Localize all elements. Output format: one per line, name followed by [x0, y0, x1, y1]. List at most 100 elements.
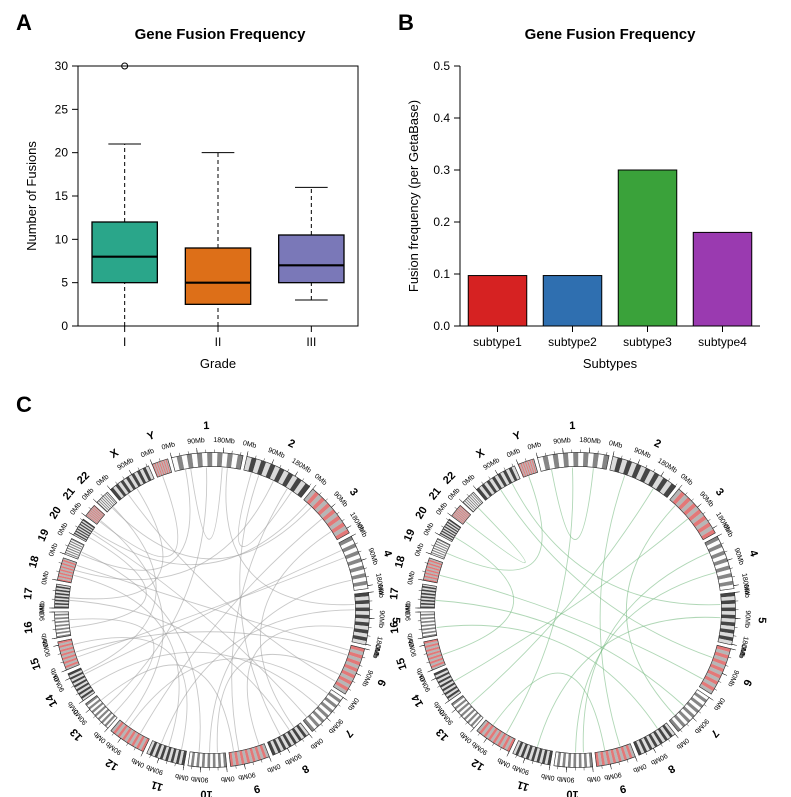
mb-minor-tick	[272, 462, 273, 465]
chrom-label: Y	[146, 429, 158, 443]
mb-tick-label: 0Mb	[95, 473, 110, 487]
mb-minor-tick	[123, 477, 125, 479]
chrom-label: 1	[203, 420, 209, 432]
mb-minor-tick	[99, 722, 101, 724]
chrom-label: 4	[746, 549, 760, 559]
mb-minor-tick	[668, 478, 670, 480]
mb-tick-label: 0Mb	[447, 487, 461, 502]
mb-tick-label: 90Mb	[267, 447, 286, 460]
y-axis-label: Number of Fusions	[24, 141, 39, 251]
chrom-label: 8	[666, 762, 677, 775]
mb-minor-tick	[333, 711, 335, 713]
mb-minor-tick	[295, 474, 297, 477]
mb-minor-tick	[692, 499, 694, 501]
fusion-link	[443, 538, 514, 655]
circos-plot: 10Mb90Mb180Mb20Mb90Mb180Mb30Mb90Mb180Mb4…	[22, 420, 402, 797]
panel-c-label: C	[16, 392, 32, 418]
mb-tick-label: 90Mb	[327, 717, 344, 735]
mb-minor-tick	[351, 535, 354, 536]
xtick-label: III	[306, 335, 316, 349]
mb-minor-tick	[280, 465, 281, 468]
fusion-link	[128, 495, 335, 682]
chrom-label: Y	[512, 429, 524, 443]
ytick-label: 30	[55, 59, 69, 73]
box-body	[185, 248, 250, 304]
chrom-label: 12	[470, 756, 487, 773]
mb-tick-label: 90Mb	[332, 491, 349, 509]
mb-minor-tick	[532, 761, 533, 764]
mb-tick-label: 0Mb	[407, 633, 416, 648]
mb-tick-label: 90Mb	[187, 437, 205, 446]
fusion-link	[71, 538, 147, 628]
ytick-label: 0.4	[433, 111, 450, 125]
mb-tick-label: 90Mb	[633, 447, 652, 460]
mb-minor-tick	[517, 462, 518, 465]
mb-minor-tick	[693, 718, 695, 720]
chrom-label: 16	[22, 621, 35, 634]
mb-minor-tick	[727, 559, 730, 560]
ideogram-band	[721, 611, 735, 615]
mb-minor-tick	[500, 748, 501, 751]
chrom-label: 19	[402, 527, 418, 543]
chrom-label: 8	[300, 762, 311, 775]
mb-tick-label: 90Mb	[284, 751, 303, 766]
mb-minor-tick	[472, 728, 474, 730]
mb-minor-tick	[183, 765, 184, 768]
mb-tick-label: 0Mb	[221, 774, 235, 782]
mb-minor-tick	[343, 697, 345, 699]
chrom-label: 3	[347, 486, 360, 498]
mb-minor-tick	[481, 482, 483, 484]
chrom-label: 21	[61, 485, 78, 502]
mb-minor-tick	[635, 757, 636, 760]
mb-minor-tick	[106, 728, 108, 730]
mb-tick-label: 90Mb	[603, 770, 622, 780]
mb-tick-label: 90Mb	[726, 669, 739, 688]
mb-minor-tick	[685, 493, 687, 495]
chrom-label: 7	[342, 727, 355, 740]
fusion-link	[82, 552, 200, 752]
mb-minor-tick	[422, 571, 425, 572]
mb-minor-tick	[708, 519, 710, 521]
chrom-label: 10	[566, 788, 579, 797]
ideogram-band	[573, 753, 576, 767]
mb-minor-tick	[489, 477, 491, 479]
mb-minor-tick	[687, 724, 689, 726]
mb-minor-tick	[492, 743, 494, 746]
mb-minor-tick	[280, 752, 281, 755]
mb-minor-tick	[732, 576, 735, 577]
ideogram-band	[355, 607, 369, 611]
chrom-label: 4	[380, 549, 394, 559]
mb-minor-tick	[359, 665, 362, 666]
mb-tick-label: 90Mb	[105, 740, 123, 756]
mb-minor-tick	[287, 748, 288, 751]
mb-minor-tick	[313, 487, 315, 489]
xtick-label: subtype1	[473, 335, 522, 349]
mb-minor-tick	[348, 689, 351, 691]
mb-minor-tick	[661, 744, 663, 747]
mb-tick-label: 0Mb	[39, 601, 46, 615]
ideogram-band	[721, 604, 735, 608]
mb-minor-tick	[725, 665, 728, 666]
x-axis-label: Grade	[200, 356, 236, 371]
circos-plot: 10Mb90Mb180Mb20Mb90Mb180Mb30Mb90Mb180Mb4…	[388, 420, 768, 797]
mb-minor-tick	[545, 453, 546, 456]
mb-tick-label: 0Mb	[506, 448, 521, 460]
mb-minor-tick	[355, 543, 358, 544]
ideogram-band	[355, 611, 369, 615]
ideogram-band	[202, 453, 208, 467]
mb-tick-label: 0Mb	[608, 440, 623, 450]
fusion-link	[436, 600, 684, 705]
ideogram-band	[573, 453, 578, 467]
chrom-label: 18	[393, 555, 408, 570]
mb-minor-tick	[606, 452, 607, 455]
mb-tick-label: 0Mb	[41, 633, 50, 648]
mb-tick-label: 0Mb	[313, 473, 328, 487]
ideogram-band	[207, 453, 212, 467]
panel-b-label: B	[398, 10, 414, 36]
mb-tick-label: 0Mb	[67, 700, 81, 715]
mb-minor-tick	[54, 580, 57, 581]
ytick-label: 0.1	[433, 267, 450, 281]
mb-minor-tick	[446, 518, 448, 520]
fusion-link	[454, 519, 687, 681]
fusion-link	[240, 475, 280, 735]
